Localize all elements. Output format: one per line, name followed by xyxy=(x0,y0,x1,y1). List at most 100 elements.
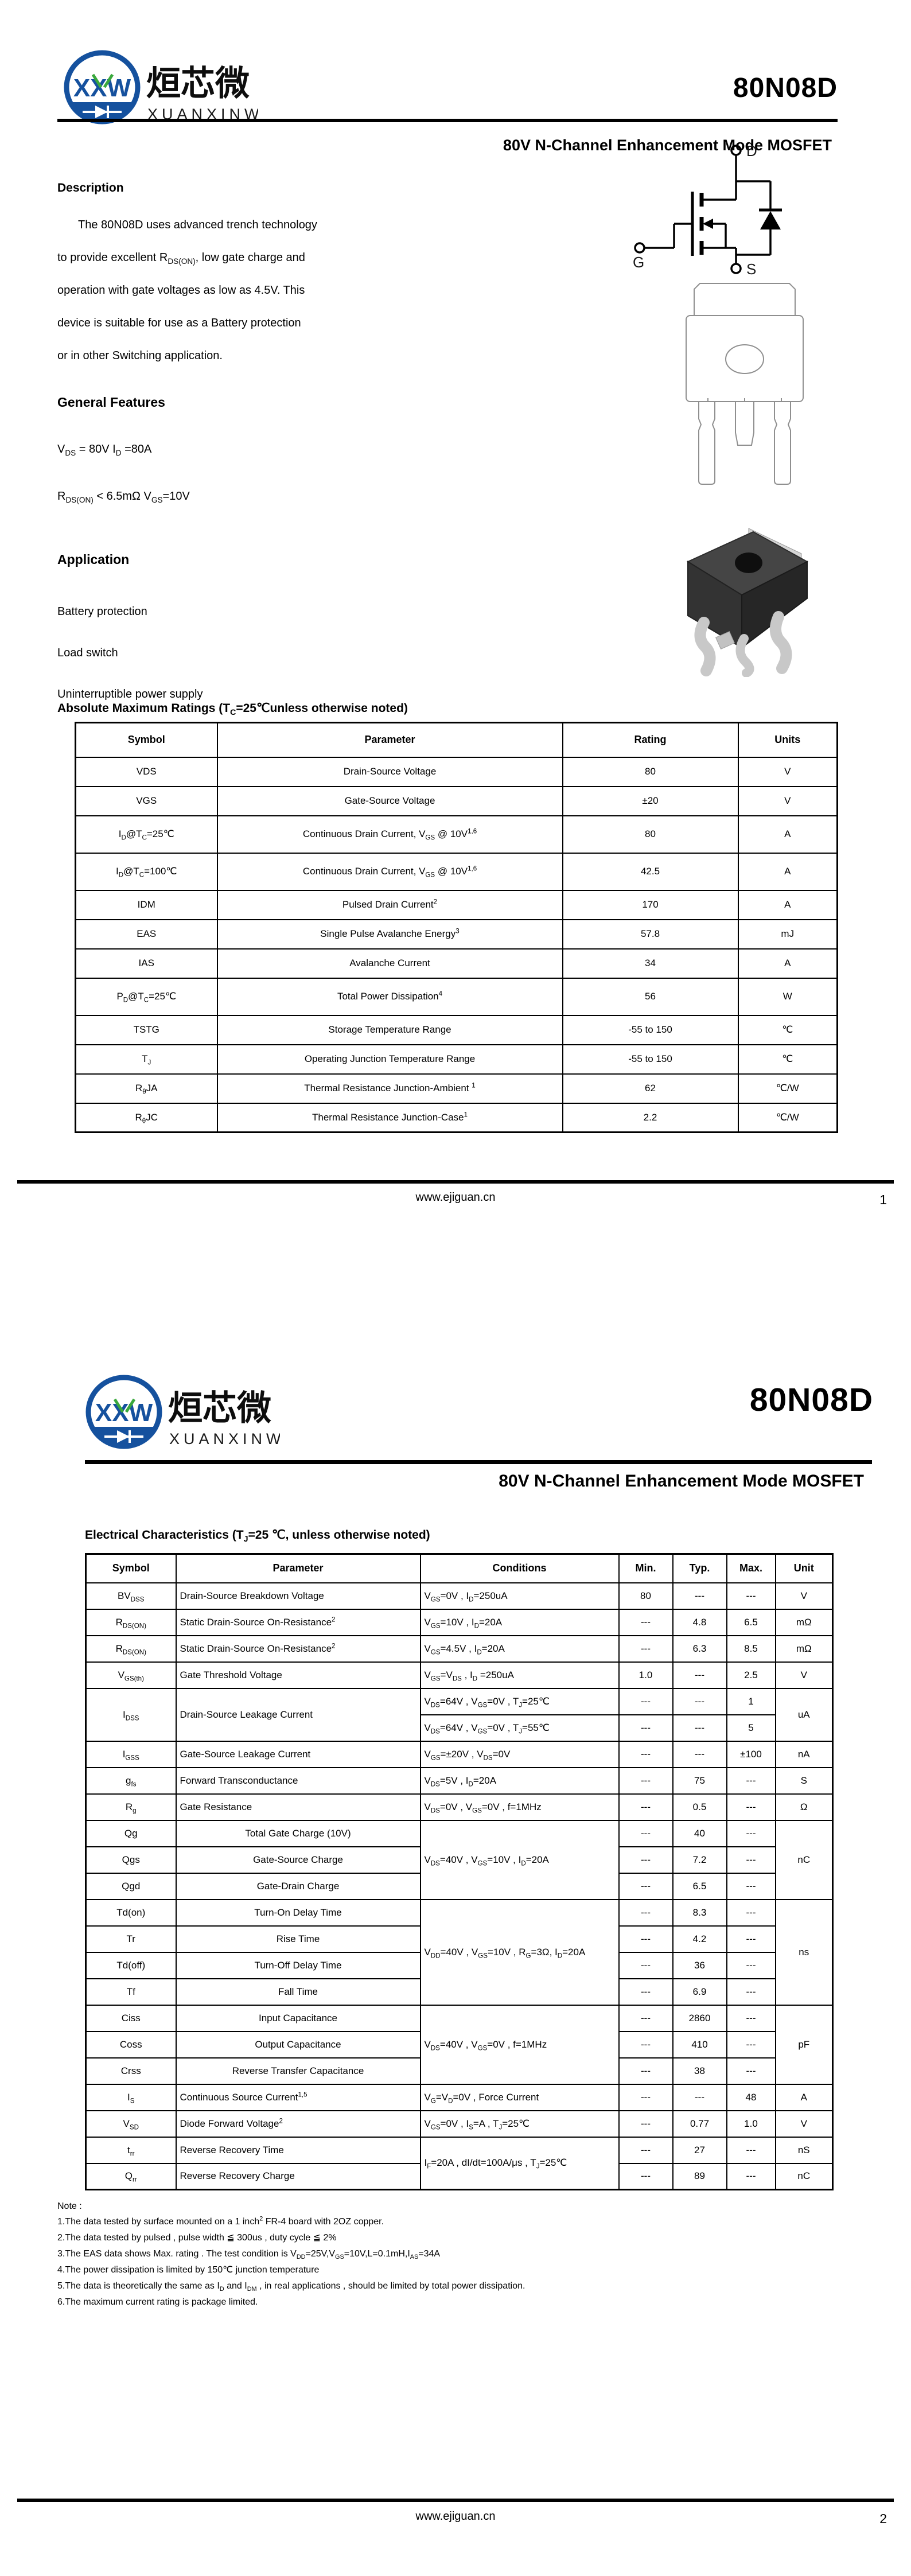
table-cell: Fall Time xyxy=(175,1978,421,2006)
table-cell: 4.8 xyxy=(672,1608,727,1636)
table-row: BVDSS Drain-Source Breakdown Voltage VGS=0… xyxy=(85,1582,834,1610)
table-cell: --- xyxy=(618,1872,673,1900)
table-cell: VGS=0V , IS=A , TJ=25℃ xyxy=(419,2110,620,2138)
column-header: Typ. xyxy=(672,1553,727,1583)
photo-leads xyxy=(694,611,792,677)
table-cell: mΩ xyxy=(774,1635,834,1663)
table-row: VDS Drain-Source Voltage 80 V xyxy=(75,756,838,787)
table-row: IGSS Gate-Source Leakage Current VGS=±20V … xyxy=(85,1740,834,1768)
notes-block: Note : 1.The data tested by surface moun… xyxy=(57,2199,861,2310)
elec-char-table: Symbol Parameter Conditions Min. Typ. Max. Uni… xyxy=(85,1553,834,2190)
application-item: Load switch xyxy=(57,647,118,659)
general-features-list: VDS = 80V ID =80A RDS(ON) < 6.5mΩ VGS=10… xyxy=(57,426,459,520)
part-number-title: 80N08D xyxy=(749,1382,873,1418)
table-row: VGS(th) Gate Threshold Voltage VGS=VDS , I… xyxy=(85,1661,834,1689)
table-row: IAS Avalanche Current 34 A xyxy=(75,948,838,979)
table-cell: Total Gate Charge (10V) xyxy=(175,1819,421,1847)
gate-terminal-icon xyxy=(634,242,645,254)
table-cell: Gate-Source Charge xyxy=(175,1846,421,1874)
table-cell: 6.5 xyxy=(726,1608,776,1636)
note-line: 1.The data tested by surface mounted on … xyxy=(57,2215,384,2227)
table-cell: ±100 xyxy=(726,1740,776,1768)
table-cell: 62 xyxy=(562,1073,739,1104)
table-cell: --- xyxy=(618,1846,673,1874)
package-photo xyxy=(686,528,809,677)
table-row: EAS Single Pulse Avalanche Energy3 57.8 mJ xyxy=(75,919,838,950)
table-cell: --- xyxy=(672,2083,727,2111)
table-cell: nC xyxy=(774,1819,834,1900)
table-cell: RθJA xyxy=(75,1073,218,1104)
column-header: Parameter xyxy=(175,1553,421,1583)
table-header-row: Symbol Parameter Rating Units xyxy=(75,722,838,758)
logo-monogram: XXW xyxy=(73,74,131,102)
table-cell: --- xyxy=(672,1582,727,1610)
table-cell: Diode Forward Voltage2 xyxy=(175,2110,421,2138)
feature-line: VDS = 80V ID =80A xyxy=(57,443,152,457)
table-cell: Turn-Off Delay Time xyxy=(175,1951,421,1979)
table-cell: Drain-Source Voltage xyxy=(216,756,563,787)
logo-diode-icon xyxy=(104,1430,143,1443)
table-cell: IDSS xyxy=(85,1687,177,1742)
section-heading-application: Application xyxy=(57,552,130,567)
table-cell: Tr xyxy=(85,1925,177,1953)
table-cell: Rg xyxy=(85,1793,177,1821)
table-cell: ℃/W xyxy=(737,1102,838,1133)
table-cell: 0.5 xyxy=(672,1793,727,1821)
table-row: Crss Reverse Transfer Capacitance --- 38 --- xyxy=(85,2057,833,2085)
table-cell: Crss xyxy=(85,2057,177,2085)
logo-name-zh: 烜芯微 xyxy=(146,64,250,103)
table-cell: 8.3 xyxy=(672,1898,727,1927)
page-number: 2 xyxy=(879,2511,887,2526)
table-cell: Operating Junction Temperature Range xyxy=(216,1044,563,1075)
table-cell: --- xyxy=(726,1846,776,1874)
body-diode-icon xyxy=(760,211,781,229)
column-header: Max. xyxy=(726,1553,776,1583)
table-cell: VG=VD=0V , Force Current xyxy=(419,2083,620,2111)
table-row: IS Continuous Source Current1,5 VG=VD=0V ,… xyxy=(85,2083,834,2111)
table-cell: Qg xyxy=(85,1819,177,1847)
description-line: device is suitable for use as a Battery … xyxy=(57,317,301,329)
table-cell: 2.2 xyxy=(562,1102,739,1133)
table-cell: 170 xyxy=(562,889,739,920)
description-line: The 80N08D uses advanced trench technolo… xyxy=(78,219,317,231)
column-header: Units xyxy=(737,722,838,758)
table-cell: VGS=0V , ID=250uA xyxy=(419,1582,620,1610)
table-cell: Output Capacitance xyxy=(175,2030,421,2059)
table-cell: 80 xyxy=(618,1582,673,1610)
logo-green-accent xyxy=(103,73,114,88)
table-cell: 6.9 xyxy=(672,1978,727,2006)
table-cell: 1.0 xyxy=(726,2110,776,2138)
table-cell: IDM xyxy=(75,889,218,920)
table-cell: V xyxy=(737,785,838,816)
package-body xyxy=(686,315,804,402)
table-cell: Td(off) xyxy=(85,1951,177,1979)
table-cell: Qgs xyxy=(85,1846,177,1874)
table-row: RθJC Thermal Resistance Junction-Case1 2.2… xyxy=(75,1102,838,1133)
table-cell: 410 xyxy=(672,2030,727,2059)
table-cell: IF=20A , dI/dt=100A/μs , TJ=25℃ xyxy=(419,2136,620,2190)
table-cell: TJ xyxy=(75,1044,218,1075)
photo-hole xyxy=(735,552,762,573)
table-cell: Input Capacitance xyxy=(175,2004,421,2032)
table-row: Td(on) Turn-On Delay Time VDD=40V , VGS=10… xyxy=(85,1898,834,2006)
table-cell: VDS=64V , VGS=0V , TJ=25℃ xyxy=(419,1687,620,1715)
table-cell: --- xyxy=(726,2162,776,2190)
table-cell: V xyxy=(774,1582,834,1610)
table-cell: Gate Threshold Voltage xyxy=(175,1661,421,1689)
table-cell: --- xyxy=(618,1951,673,1979)
table-cell: Coss xyxy=(85,2030,177,2059)
table-row: RθJA Thermal Resistance Junction-Ambient … xyxy=(75,1073,838,1104)
table-cell: Rise Time xyxy=(175,1925,421,1953)
logo-name-en: XUANXINWEI xyxy=(169,1430,280,1447)
footer-divider xyxy=(17,2499,894,2502)
body-arrow-icon xyxy=(703,219,713,229)
table-cell: 57.8 xyxy=(562,919,739,950)
table-cell: Thermal Resistance Junction-Case1 xyxy=(216,1102,563,1133)
table-cell: --- xyxy=(672,1687,727,1715)
table-cell: --- xyxy=(618,1714,673,1742)
table-cell: VDS=40V , VGS=10V , ID=20A xyxy=(419,1819,620,1900)
table-cell: 0.77 xyxy=(672,2110,727,2138)
table-cell: 80 xyxy=(562,815,739,854)
table-cell: 4.2 xyxy=(672,1925,727,1953)
logo-name-zh: 烜芯微 xyxy=(168,1389,271,1427)
